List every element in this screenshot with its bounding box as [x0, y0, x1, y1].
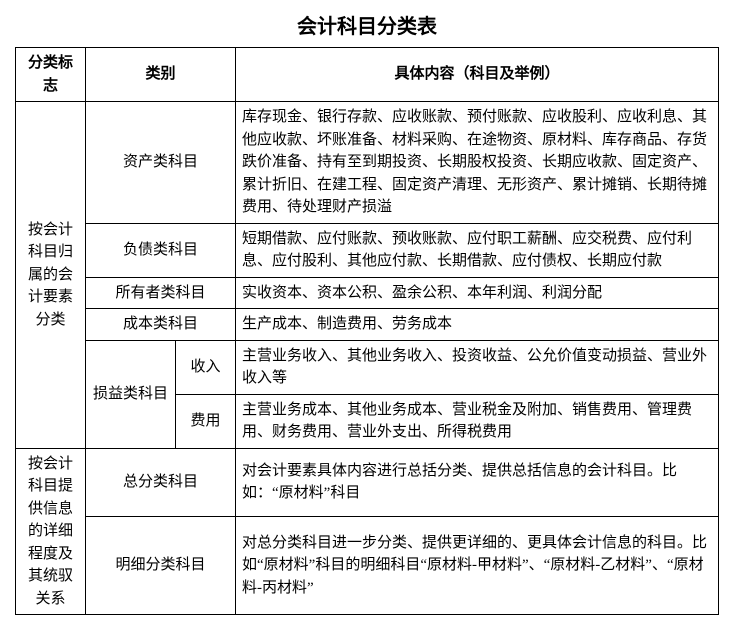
content-expense: 主营业务成本、其他业务成本、营业税金及附加、销售费用、管理费用、财务费用、营业外… [236, 394, 719, 448]
table-row: 负债类科目 短期借款、应付账款、预收账款、应付职工薪酬、应交税费、应付利息、应付… [16, 223, 719, 277]
table-header-row: 分类标志 类别 具体内容（科目及举例） [16, 48, 719, 102]
cat-liab: 负债类科目 [86, 223, 236, 277]
header-col2: 类别 [86, 48, 236, 102]
table-row: 损益类科目 收入 主营业务收入、其他业务收入、投资收益、公允价值变动损益、营业外… [16, 340, 719, 394]
cat-assets: 资产类科目 [86, 102, 236, 224]
page-title: 会计科目分类表 [15, 10, 719, 39]
content-cost: 生产成本、制造费用、劳务成本 [236, 309, 719, 341]
classification-table: 分类标志 类别 具体内容（科目及举例） 按会计科目归属的会计要素分类 资产类科目… [15, 47, 719, 615]
content-equity: 实收资本、资本公积、盈余公积、本年利润、利润分配 [236, 277, 719, 309]
content-liab: 短期借款、应付账款、预收账款、应付职工薪酬、应交税费、应付利息、应付股利、其他应… [236, 223, 719, 277]
subcat-expense: 费用 [176, 394, 236, 448]
section2-label: 按会计科目提供信息的详细程度及其统驭关系 [16, 448, 86, 615]
section1-label: 按会计科目归属的会计要素分类 [16, 102, 86, 449]
table-row: 成本类科目 生产成本、制造费用、劳务成本 [16, 309, 719, 341]
cat-general: 总分类科目 [86, 448, 236, 517]
table-row: 按会计科目归属的会计要素分类 资产类科目 库存现金、银行存款、应收账款、预付账款… [16, 102, 719, 224]
cat-cost: 成本类科目 [86, 309, 236, 341]
content-general: 对会计要素具体内容进行总括分类、提供总括信息的会计科目。比如：“原材料”科目 [236, 448, 719, 517]
table-row: 按会计科目提供信息的详细程度及其统驭关系 总分类科目 对会计要素具体内容进行总括… [16, 448, 719, 517]
content-income: 主营业务收入、其他业务收入、投资收益、公允价值变动损益、营业外收入等 [236, 340, 719, 394]
header-col3: 具体内容（科目及举例） [236, 48, 719, 102]
cat-pl: 损益类科目 [86, 340, 176, 448]
table-row: 所有者类科目 实收资本、资本公积、盈余公积、本年利润、利润分配 [16, 277, 719, 309]
cat-equity: 所有者类科目 [86, 277, 236, 309]
header-col1: 分类标志 [16, 48, 86, 102]
content-assets: 库存现金、银行存款、应收账款、预付账款、应收股利、应收利息、其他应收款、坏账准备… [236, 102, 719, 224]
subcat-income: 收入 [176, 340, 236, 394]
